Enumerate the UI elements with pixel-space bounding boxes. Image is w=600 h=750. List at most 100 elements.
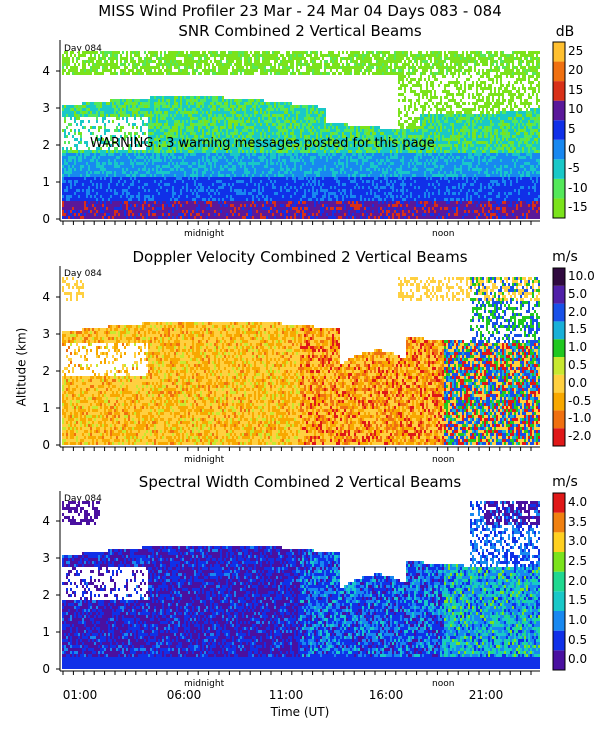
heatmap-cell bbox=[88, 111, 90, 114]
heatmap-cell bbox=[98, 63, 100, 66]
heatmap-cell bbox=[64, 159, 66, 162]
heatmap-cell bbox=[68, 201, 70, 204]
heatmap-cell bbox=[112, 63, 114, 66]
heatmap-cell bbox=[82, 120, 84, 123]
heatmap-cell bbox=[72, 111, 74, 114]
heatmap-cell bbox=[72, 198, 74, 201]
heatmap-cell bbox=[80, 72, 82, 75]
heatmap-cell bbox=[116, 60, 118, 63]
heatmap-cell bbox=[112, 66, 114, 69]
heatmap-cell bbox=[102, 204, 104, 207]
heatmap-cell bbox=[78, 186, 80, 189]
heatmap-cell bbox=[102, 171, 104, 174]
heatmap-cell bbox=[74, 153, 76, 156]
heatmap-cell bbox=[84, 126, 86, 129]
heatmap-cell bbox=[82, 63, 84, 66]
heatmap-cell bbox=[100, 216, 102, 219]
heatmap-cell bbox=[108, 207, 110, 210]
heatmap-cell bbox=[80, 138, 82, 141]
heatmap-cell bbox=[90, 57, 92, 60]
heatmap-cell bbox=[102, 174, 104, 177]
heatmap-cell bbox=[94, 126, 96, 129]
heatmap-cell bbox=[114, 57, 116, 60]
heatmap-cell bbox=[112, 99, 114, 102]
heatmap-cell bbox=[80, 141, 82, 144]
heatmap-cell bbox=[64, 111, 66, 114]
heatmap-cell bbox=[64, 117, 66, 120]
heatmap-cell bbox=[86, 60, 88, 63]
heatmap-cell bbox=[90, 153, 92, 156]
heatmap-cell bbox=[114, 174, 116, 177]
heatmap-cell bbox=[112, 192, 114, 195]
heatmap-cell bbox=[108, 177, 110, 180]
heatmap-cell bbox=[112, 54, 114, 57]
heatmap-cell bbox=[86, 201, 88, 204]
heatmap-cell bbox=[68, 213, 70, 216]
heatmap-cell bbox=[62, 69, 64, 72]
heatmap-cell bbox=[90, 171, 92, 174]
heatmap-cell bbox=[86, 174, 88, 177]
heatmap-cell bbox=[110, 216, 112, 219]
heatmap-cell bbox=[106, 213, 108, 216]
heatmap-cell bbox=[80, 198, 82, 201]
heatmap-cell bbox=[106, 171, 108, 174]
heatmap-cell bbox=[108, 57, 110, 60]
heatmap-cell bbox=[116, 105, 118, 108]
heatmap-cell bbox=[100, 153, 102, 156]
heatmap-cell bbox=[72, 156, 74, 159]
heatmap-cell bbox=[74, 213, 76, 216]
heatmap-cell bbox=[110, 198, 112, 201]
heatmap-cell bbox=[78, 114, 80, 117]
heatmap-cell bbox=[102, 63, 104, 66]
heatmap-cell bbox=[76, 123, 78, 126]
heatmap-cell bbox=[68, 192, 70, 195]
heatmap-cell bbox=[66, 201, 68, 204]
heatmap-cell bbox=[86, 159, 88, 162]
heatmap-cell bbox=[70, 177, 72, 180]
heatmap-cell bbox=[86, 216, 88, 219]
heatmap-cell bbox=[74, 186, 76, 189]
heatmap-cell bbox=[70, 69, 72, 72]
heatmap-cell bbox=[72, 69, 74, 72]
heatmap-cell bbox=[90, 189, 92, 192]
heatmap-cell bbox=[66, 207, 68, 210]
heatmap-cell bbox=[98, 129, 100, 132]
heatmap-cell bbox=[116, 63, 118, 66]
heatmap-cell bbox=[98, 171, 100, 174]
heatmap-cell bbox=[112, 120, 114, 123]
heatmap-cell bbox=[90, 162, 92, 165]
heatmap-cell bbox=[84, 198, 86, 201]
heatmap-cell bbox=[98, 66, 100, 69]
heatmap-cell bbox=[118, 195, 120, 198]
heatmap-cell bbox=[108, 159, 110, 162]
heatmap-cell bbox=[88, 102, 90, 105]
heatmap-cell bbox=[62, 111, 64, 114]
heatmap-cell bbox=[64, 192, 66, 195]
heatmap-cell bbox=[90, 66, 92, 69]
heatmap-cell bbox=[98, 186, 100, 189]
heatmap-cell bbox=[64, 129, 66, 132]
heatmap-cell bbox=[92, 195, 94, 198]
heatmap-cell bbox=[86, 165, 88, 168]
heatmap-cell bbox=[98, 102, 100, 105]
heatmap-cell bbox=[108, 156, 110, 159]
heatmap-cell bbox=[108, 180, 110, 183]
heatmap-cell bbox=[96, 195, 98, 198]
heatmap-cell bbox=[76, 69, 78, 72]
heatmap-cell bbox=[82, 60, 84, 63]
heatmap-cell bbox=[112, 72, 114, 75]
heatmap-cell bbox=[68, 195, 70, 198]
heatmap-cell bbox=[80, 162, 82, 165]
heatmap-cell bbox=[76, 162, 78, 165]
heatmap-cell bbox=[104, 60, 106, 63]
heatmap-cell bbox=[106, 114, 108, 117]
heatmap-cell bbox=[68, 189, 70, 192]
heatmap-cell bbox=[68, 207, 70, 210]
heatmap-cell bbox=[62, 63, 64, 66]
heatmap-cell bbox=[66, 210, 68, 213]
heatmap-cell bbox=[104, 123, 106, 126]
heatmap-cell bbox=[100, 192, 102, 195]
heatmap-cell bbox=[88, 192, 90, 195]
heatmap-cell bbox=[112, 153, 114, 156]
heatmap-cell bbox=[72, 162, 74, 165]
